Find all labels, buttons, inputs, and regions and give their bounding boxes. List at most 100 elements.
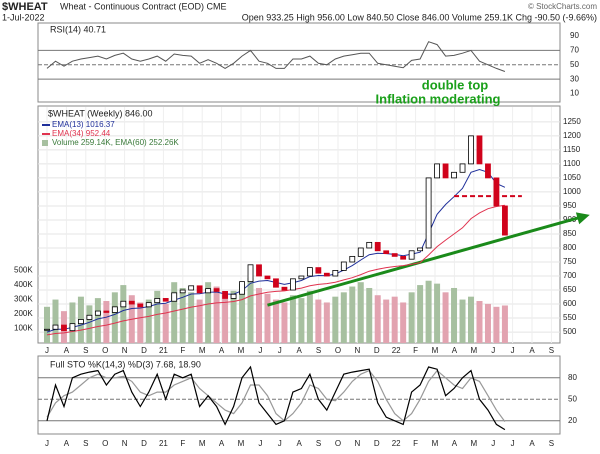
volume-bar	[272, 299, 279, 343]
candle	[391, 253, 398, 257]
x-tick-label: J	[278, 346, 282, 355]
candle	[442, 163, 449, 179]
candle	[179, 289, 186, 294]
y-tick-label: 80	[568, 373, 577, 382]
y-tick-label: 30	[570, 74, 579, 83]
candle	[340, 261, 347, 271]
candle	[137, 303, 144, 308]
x-tick-label: N	[122, 346, 128, 355]
y-tick-label: 200K	[14, 309, 33, 318]
x-tick-label: S	[316, 346, 321, 355]
candle	[349, 255, 356, 263]
trendline	[267, 215, 583, 307]
volume-bar	[52, 299, 59, 343]
volume-bar	[264, 293, 271, 343]
volume-bar	[451, 287, 458, 343]
volume-bar	[145, 299, 152, 343]
candle	[332, 270, 339, 277]
volume-bar	[315, 299, 322, 343]
volume-bar	[289, 295, 296, 343]
x-tick-label: S	[83, 346, 88, 355]
candle	[103, 310, 110, 313]
volume-bar	[459, 299, 466, 343]
volume-bar	[154, 290, 161, 343]
x-tick-label: J	[258, 346, 262, 355]
y-tick-label: 850	[563, 229, 577, 238]
candle	[366, 241, 373, 249]
y-tick-label: 950	[563, 201, 577, 210]
candle	[290, 278, 296, 291]
x-tick-label: N	[355, 439, 361, 448]
sto-panel	[37, 355, 561, 435]
annotation: Inflation moderating	[376, 91, 501, 106]
x-tick-label: D	[374, 346, 380, 355]
legend-swatch	[42, 140, 48, 146]
candle	[111, 306, 118, 313]
candle	[273, 278, 279, 288]
volume-bar	[213, 286, 220, 343]
volume-bar	[188, 292, 195, 343]
volume-bar	[94, 298, 101, 343]
x-tick-label: O	[102, 346, 108, 355]
candle	[145, 302, 152, 308]
candle	[264, 275, 271, 280]
x-tick-label: M	[199, 439, 206, 448]
candle	[468, 135, 474, 165]
x-tick-label: A	[64, 439, 70, 448]
volume-bar	[501, 305, 508, 343]
x-tick-label: 21	[159, 439, 168, 448]
volume-bar	[484, 303, 491, 343]
y-tick-label: 700	[563, 271, 577, 280]
candle	[86, 314, 93, 320]
x-tick-label: A	[219, 439, 225, 448]
x-tick-label: J	[45, 346, 49, 355]
x-tick-label: J	[511, 439, 515, 448]
candle	[374, 241, 381, 252]
volume-bar	[323, 302, 330, 343]
x-tick-label: F	[413, 346, 418, 355]
legend-entry: Volume 259.14K, EMA(60) 252.26K	[52, 138, 179, 147]
x-tick-label: A	[529, 346, 535, 355]
x-tick-label: A	[452, 346, 458, 355]
candle	[213, 288, 220, 292]
y-tick-label: 500K	[14, 266, 33, 275]
x-tick-label: O	[102, 439, 108, 448]
y-tick-label: 50	[568, 394, 577, 403]
volume-bar	[44, 306, 50, 343]
volume-bar	[179, 287, 186, 343]
candle	[357, 247, 364, 257]
volume-bar	[230, 290, 237, 343]
x-tick-label: J	[491, 439, 495, 448]
candle	[69, 323, 76, 332]
candle	[94, 310, 101, 316]
legend: $WHEAT (Weekly) 846.00	[48, 108, 153, 118]
candle	[451, 171, 457, 179]
trend-arrow	[575, 212, 590, 225]
x-tick-label: J	[491, 346, 495, 355]
candle	[52, 324, 59, 330]
x-tick-label: M	[199, 346, 206, 355]
candle	[434, 163, 440, 179]
x-tick-label: D	[374, 439, 380, 448]
candle	[459, 163, 466, 173]
volume-bar	[281, 302, 288, 343]
volume-bar	[383, 299, 390, 343]
y-tick-label: 1150	[563, 145, 581, 154]
candle	[485, 163, 491, 179]
y-tick-label: 1050	[563, 173, 581, 182]
symbol: $WHEAT	[2, 1, 48, 13]
y-tick-label: 1200	[563, 131, 581, 140]
volume-bar	[222, 295, 229, 343]
credit: © StockCharts.com	[528, 2, 597, 11]
volume-bar	[196, 299, 203, 343]
x-tick-label: A	[297, 439, 303, 448]
volume-bar	[417, 285, 424, 343]
y-tick-label: 300K	[14, 295, 33, 304]
x-tick-label: M	[238, 439, 245, 448]
y-tick-label: 600	[563, 299, 577, 308]
candle	[120, 300, 127, 308]
candle	[61, 324, 67, 332]
x-tick-label: M	[432, 346, 439, 355]
volume-bar	[349, 286, 356, 343]
x-tick-label: J	[45, 439, 49, 448]
